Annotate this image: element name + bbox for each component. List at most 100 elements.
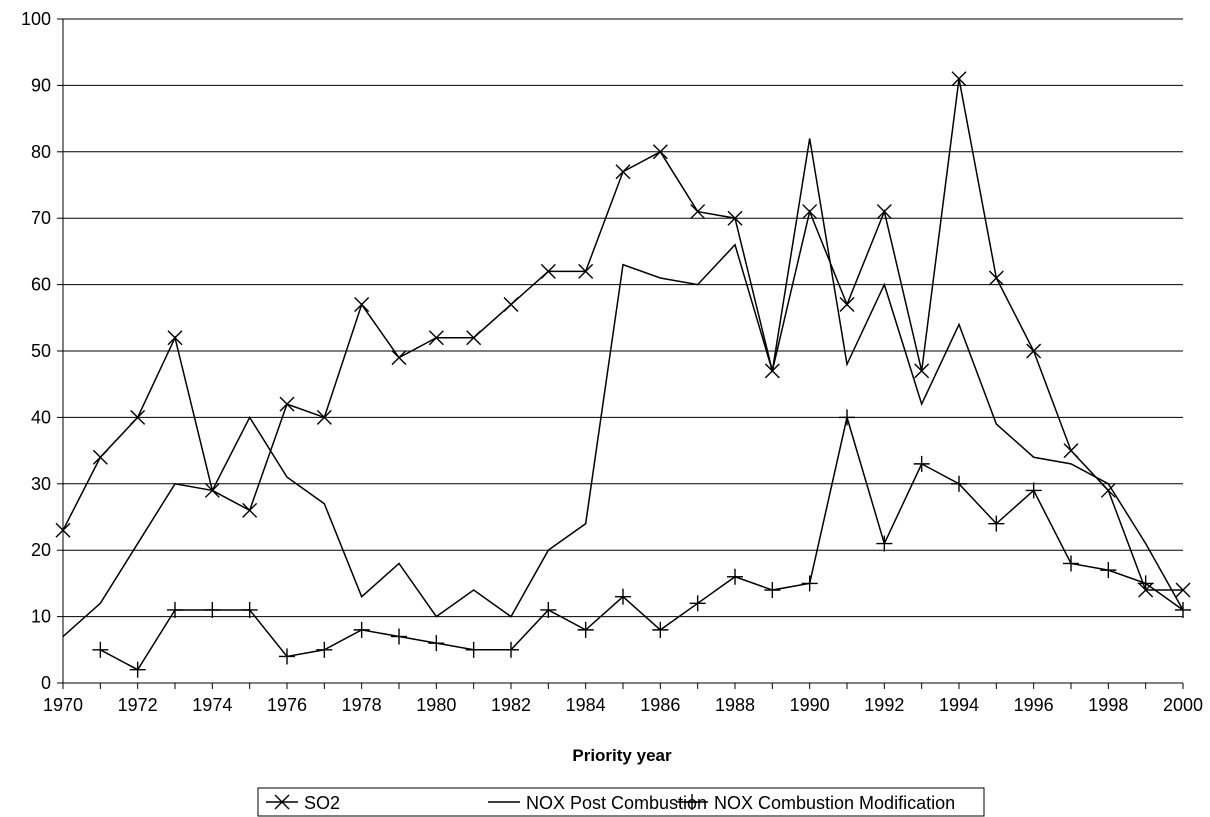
x-marker	[1175, 582, 1191, 598]
x-marker	[167, 330, 183, 346]
x-marker	[802, 204, 818, 220]
x-tick-label: 1996	[1014, 695, 1054, 715]
x-marker	[316, 409, 332, 425]
x-marker	[274, 794, 290, 810]
series-so2	[55, 71, 1191, 598]
plus-marker	[129, 661, 146, 678]
x-marker	[652, 144, 668, 160]
x-marker	[914, 363, 930, 379]
plus-marker	[428, 635, 445, 652]
plus-marker	[839, 409, 855, 426]
series-lines	[55, 71, 1191, 678]
x-marker	[1100, 482, 1116, 498]
x-tick-label: 1994	[939, 695, 979, 715]
x-marker	[1026, 343, 1042, 359]
plus-marker	[540, 601, 557, 618]
plus-marker	[951, 475, 967, 492]
x-marker	[279, 396, 295, 412]
plus-marker	[652, 621, 669, 638]
y-tick-label: 70	[31, 208, 51, 228]
plus-marker	[241, 601, 258, 618]
legend-label: SO2	[304, 793, 340, 813]
plus-marker	[1100, 562, 1117, 579]
y-tick-label: 100	[21, 9, 51, 29]
legend-item: NOX Combustion Modification	[676, 793, 955, 813]
y-tick-label: 90	[31, 75, 51, 95]
plus-marker	[391, 628, 407, 645]
x-marker	[578, 263, 594, 279]
y-tick-label: 20	[31, 540, 51, 560]
series-line	[62, 138, 1184, 638]
x-tick-label: 1988	[715, 695, 755, 715]
plus-marker	[465, 641, 482, 658]
plus-marker	[503, 641, 519, 658]
plus-marker	[167, 601, 183, 618]
y-tick-label: 40	[31, 407, 51, 427]
x-marker	[540, 263, 556, 279]
x-tick-label: 2000	[1163, 695, 1203, 715]
legend: SO2 NOX Post Combustion NOX Combustion Mod…	[257, 787, 985, 817]
x-marker	[354, 297, 370, 313]
x-marker	[839, 297, 855, 313]
x-tick-label: 1978	[342, 695, 382, 715]
plus-marker	[1063, 555, 1079, 572]
plus-marker	[684, 794, 700, 810]
x-tick-label: 1984	[566, 695, 606, 715]
y-tick-label: 0	[41, 673, 51, 693]
plus-marker	[801, 575, 818, 592]
x-marker	[988, 270, 1004, 286]
x-marker	[951, 71, 967, 87]
plus-marker	[615, 588, 631, 605]
plus-marker	[1025, 482, 1042, 499]
plus-marker	[988, 515, 1005, 532]
plus-marker	[92, 641, 109, 658]
x-marker	[466, 330, 482, 346]
x-marker	[1063, 443, 1079, 459]
x-tick-labels: 1970 1972 1974 1976 1978 1980 1982 1984 1986 1988…	[43, 695, 1203, 715]
plus-marker	[1137, 575, 1154, 592]
x-marker	[130, 409, 146, 425]
plus-marker	[204, 601, 221, 618]
series-nox-combustion-modification	[92, 409, 1191, 678]
x-tick-label: 1998	[1088, 695, 1128, 715]
x-marker	[503, 297, 519, 313]
x-marker	[391, 350, 407, 366]
x-tick-label: 1970	[43, 695, 83, 715]
series-line	[99, 414, 1184, 671]
y-tick-label: 50	[31, 341, 51, 361]
legend-item: SO2	[266, 793, 340, 813]
x-tick-label: 1982	[491, 695, 531, 715]
plus-marker	[689, 595, 706, 612]
y-tick-label: 80	[31, 142, 51, 162]
x-marker	[690, 204, 706, 220]
x-tick-label: 1980	[416, 695, 456, 715]
x-marker	[727, 210, 743, 226]
x-tick-label: 1986	[640, 695, 680, 715]
y-tick-labels: 0 10 20 30 40 50 60 70 80 90 100	[21, 9, 51, 693]
plus-marker	[316, 641, 333, 658]
x-axis-label: Priority year	[572, 746, 672, 765]
legend-label: NOX Post Combustion	[526, 793, 707, 813]
x-marker	[242, 502, 258, 518]
plus-marker	[764, 582, 781, 599]
gridlines	[63, 18, 1183, 618]
series-nox-post-combustion	[62, 138, 1184, 638]
y-tick-label: 30	[31, 474, 51, 494]
legend-item: NOX Post Combustion	[488, 793, 707, 813]
y-tick-label: 60	[31, 275, 51, 295]
plus-marker	[1175, 601, 1191, 618]
legend-label: NOX Combustion Modification	[714, 793, 955, 813]
x-tick-label: 1992	[864, 695, 904, 715]
axes	[57, 18, 1184, 689]
series-line	[62, 78, 1183, 591]
x-marker	[55, 522, 71, 538]
y-tick-label: 10	[31, 607, 51, 627]
plus-marker	[353, 621, 370, 638]
plus-marker	[727, 568, 743, 585]
x-tick-label: 1974	[192, 695, 232, 715]
legend-box	[257, 787, 985, 817]
x-marker	[876, 204, 892, 220]
x-marker	[92, 449, 108, 465]
x-tick-label: 1976	[267, 695, 307, 715]
